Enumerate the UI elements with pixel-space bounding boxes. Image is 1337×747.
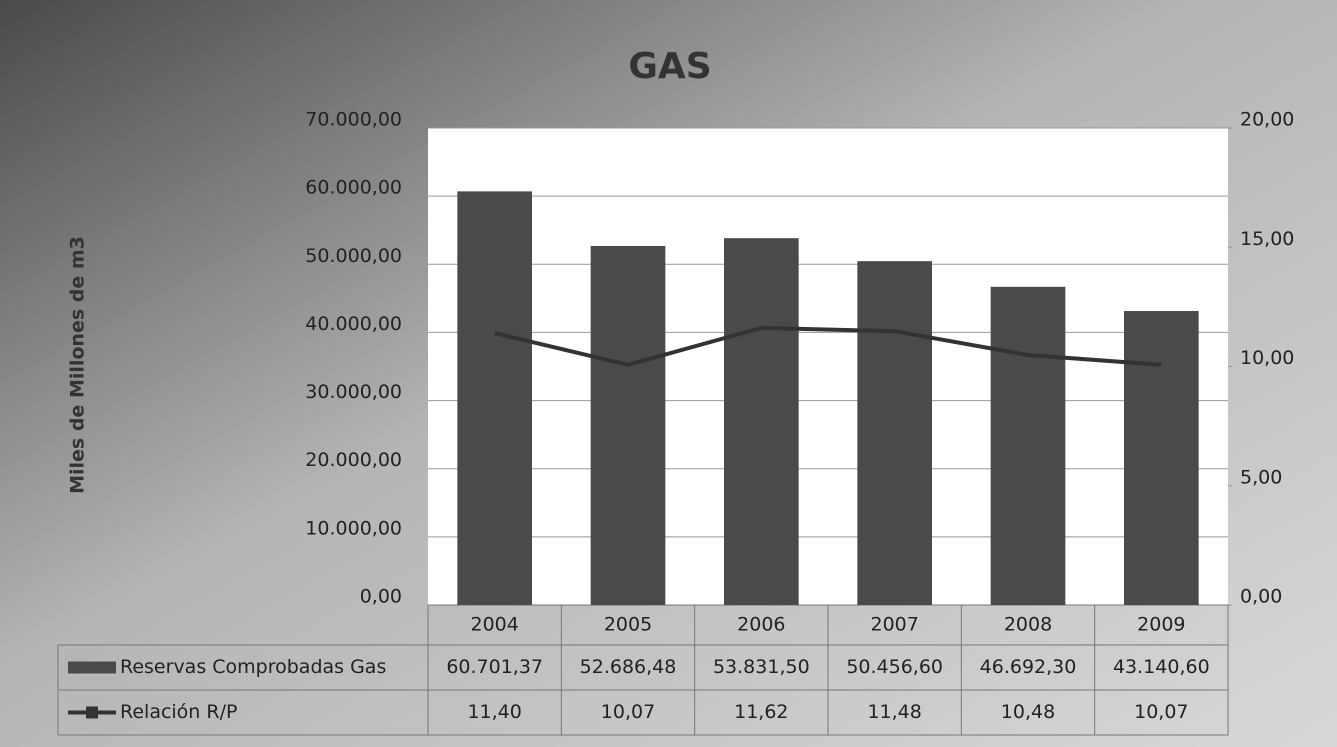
data-label: 11,48 <box>867 701 921 723</box>
y2-tick-label: 15,00 <box>1240 228 1294 250</box>
data-label: 53.831,50 <box>713 656 810 678</box>
bar <box>857 261 932 605</box>
line <box>494 325 1162 367</box>
y-axis-title: Miles de Millones de m3 <box>67 236 89 494</box>
legend-key <box>86 706 98 719</box>
bar <box>590 245 666 605</box>
plot-area <box>428 128 1228 605</box>
data-label: 43.140,60 <box>1113 656 1210 678</box>
legend-label: Reservas Comprobadas Gas <box>120 656 386 678</box>
y2-tick-label: 20,00 <box>1240 109 1294 131</box>
x-tick-label: 2008 <box>1004 614 1052 636</box>
data-label: 10,48 <box>1001 701 1055 723</box>
y-tick-label: 0,00 <box>360 586 402 608</box>
x-tick-label: 2009 <box>1137 614 1185 636</box>
data-label: 10,07 <box>601 701 655 723</box>
y-tick-label: 60.000,00 <box>305 177 402 199</box>
x-tick-label: 2006 <box>737 614 785 636</box>
y2-tick-label: 0,00 <box>1240 586 1282 608</box>
data-label: 50.456,60 <box>846 656 943 678</box>
data-label: 11,40 <box>467 701 521 723</box>
bar <box>990 286 1066 605</box>
x-tick-label: 2007 <box>870 614 918 636</box>
x-tick-label: 2004 <box>470 614 518 636</box>
y2-tick-label: 5,00 <box>1240 466 1282 488</box>
y-tick-label: 50.000,00 <box>305 245 402 267</box>
y-tick-label: 30.000,00 <box>305 381 402 403</box>
x-tick-label: 2005 <box>604 614 652 636</box>
legend-label: Relación R/P <box>120 701 237 723</box>
legend-key <box>68 661 116 674</box>
y-tick-label: 70.000,00 <box>305 109 402 131</box>
data-label: 46.692,30 <box>980 656 1077 678</box>
y-tick-label: 40.000,00 <box>305 313 402 335</box>
bar <box>724 238 799 606</box>
y2-tick-label: 10,00 <box>1240 347 1294 369</box>
data-label: 60.701,37 <box>446 656 543 678</box>
y-tick-label: 10.000,00 <box>305 517 402 539</box>
bar <box>1124 311 1199 605</box>
bar <box>457 191 532 605</box>
data-label: 10,07 <box>1134 701 1188 723</box>
chart-title: GAS <box>628 46 711 87</box>
data-label: 11,62 <box>734 701 788 723</box>
y-tick-label: 20.000,00 <box>305 449 402 471</box>
data-label: 52.686,48 <box>580 656 677 678</box>
